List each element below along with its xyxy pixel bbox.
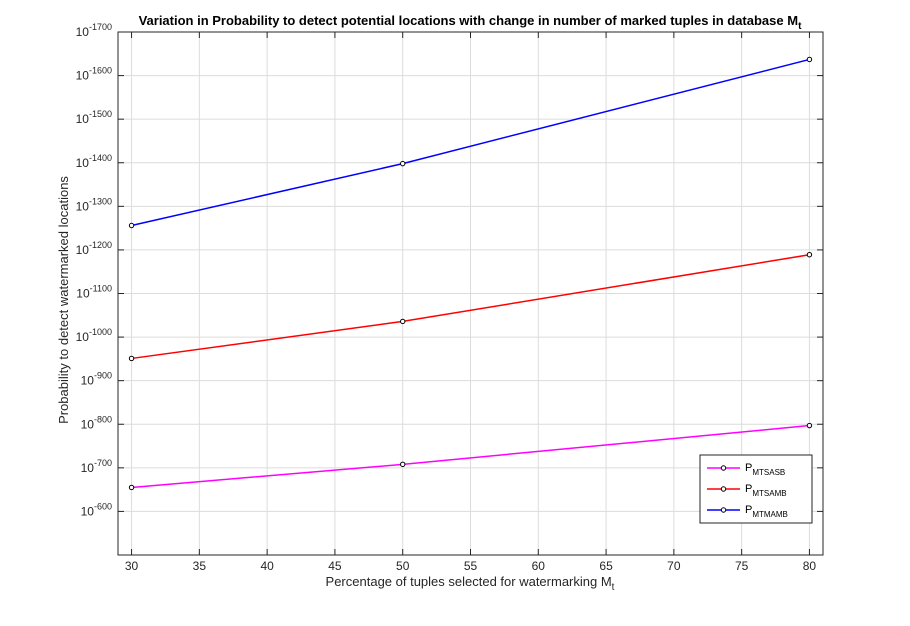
y-tick-label: 10-1000 bbox=[76, 327, 112, 344]
legend-marker bbox=[720, 486, 727, 492]
y-tick-label: 10-1500 bbox=[76, 109, 112, 126]
data-point-mtsasb bbox=[400, 461, 406, 468]
y-tick-label: 10-1700 bbox=[76, 22, 112, 39]
series-layer bbox=[128, 56, 813, 491]
data-point-mtmamb bbox=[400, 160, 406, 167]
x-tick-label: 40 bbox=[260, 559, 274, 573]
data-point-mtmamb bbox=[128, 222, 135, 229]
x-tick-label: 80 bbox=[803, 559, 817, 573]
y-tick-label: 10-900 bbox=[81, 371, 112, 388]
y-tick-label: 10-800 bbox=[81, 414, 112, 431]
legend-label-mtmamb: PMTMAMB bbox=[745, 504, 788, 519]
y-tick-label: 10-1100 bbox=[76, 284, 112, 301]
y-tick-label: 10-700 bbox=[81, 458, 112, 475]
x-axis-label-subscript: t bbox=[612, 582, 615, 593]
y-axis-label: Probability to detect watermarked locati… bbox=[56, 176, 71, 424]
chart-title: Variation in Probability to detect poten… bbox=[139, 13, 803, 32]
x-tick-label: 65 bbox=[599, 559, 613, 573]
y-tick-label: 10-1300 bbox=[76, 196, 112, 213]
x-tick-label: 30 bbox=[125, 559, 139, 573]
y-tick-label: 10-1200 bbox=[76, 240, 112, 257]
data-point-mtsamb bbox=[400, 318, 406, 325]
x-tick-label: 75 bbox=[735, 559, 749, 573]
x-tick-label: 50 bbox=[396, 559, 410, 573]
chart-title-subscript: t bbox=[798, 21, 802, 32]
y-tick-label: 10-600 bbox=[81, 501, 112, 518]
x-axis-label: Percentage of tuples selected for waterm… bbox=[326, 574, 615, 593]
data-point-mtmamb bbox=[806, 56, 813, 63]
y-ticks: 10-1700 10-1600 10-1500 10-1400 10-1300 10-12… bbox=[76, 22, 823, 518]
data-point-mtsamb bbox=[806, 252, 813, 258]
legend-label-mtsamb: PMTSAMB bbox=[745, 483, 787, 498]
y-tick-label: 10-1600 bbox=[76, 66, 112, 83]
x-ticks: 30 35 40 45 50 55 60 65 70 75 80 bbox=[125, 32, 817, 573]
data-point-mtsasb bbox=[128, 484, 135, 491]
legend-marker bbox=[720, 507, 727, 513]
x-tick-label: 55 bbox=[464, 559, 478, 573]
y-tick-label: 10-1400 bbox=[76, 153, 112, 170]
data-point-mtsasb bbox=[806, 422, 813, 429]
x-tick-label: 70 bbox=[667, 559, 681, 573]
x-tick-label: 35 bbox=[193, 559, 207, 573]
legend-label-mtsasb: PMTSASB bbox=[745, 462, 785, 477]
legend-marker bbox=[720, 465, 727, 471]
legend: PMTSASB PMTSAMB PMTMAMB bbox=[699, 454, 813, 524]
x-tick-label: 60 bbox=[532, 559, 546, 573]
data-point-mtsamb bbox=[128, 355, 135, 362]
x-tick-label: 45 bbox=[328, 559, 342, 573]
